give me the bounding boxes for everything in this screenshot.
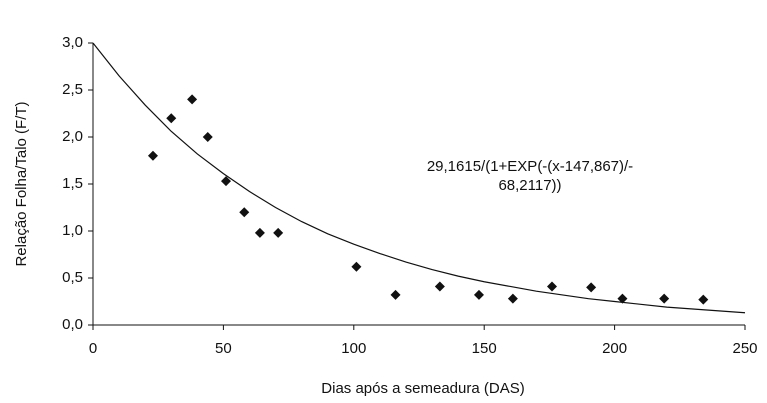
- y-tick-label: 1,0: [62, 222, 83, 239]
- annotation: 29,1615/(1+EXP(-(x-147,867)/-: [427, 158, 633, 175]
- y-axis-label: Relação Folha/Talo (F/T): [13, 101, 30, 266]
- data-point: [166, 113, 177, 124]
- data-point: [187, 94, 198, 105]
- x-tick-label: 50: [215, 340, 232, 357]
- annotation: 68,2117)): [498, 177, 561, 194]
- data-point: [221, 176, 232, 187]
- data-point: [586, 282, 597, 293]
- x-tick-label: 200: [602, 340, 627, 357]
- y-tick-label: 0,0: [62, 316, 83, 333]
- data-point: [473, 289, 484, 300]
- data-point: [147, 150, 158, 161]
- data-point: [273, 227, 284, 238]
- fit-curve: [92, 42, 746, 314]
- y-tick-label: 2,5: [62, 81, 83, 98]
- x-tick-label: 250: [732, 340, 757, 357]
- data-point: [434, 281, 445, 292]
- y-tick-label: 2,0: [62, 128, 83, 145]
- data-point: [254, 227, 265, 238]
- data-point: [390, 289, 401, 300]
- x-tick-label: 100: [341, 340, 366, 357]
- data-point: [351, 261, 362, 272]
- data-point: [659, 293, 670, 304]
- data-point: [698, 294, 709, 305]
- data-point: [507, 293, 518, 304]
- y-tick-label: 0,5: [62, 269, 83, 286]
- data-point: [617, 293, 628, 304]
- data-point: [239, 207, 250, 218]
- x-tick-label: 0: [89, 340, 97, 357]
- x-tick-label: 150: [472, 340, 497, 357]
- data-point: [202, 132, 213, 142]
- y-tick-label: 1,5: [62, 175, 83, 192]
- y-tick-label: 3,0: [62, 34, 83, 51]
- x-axis-label: Dias após a semeadura (DAS): [321, 380, 524, 397]
- data-point: [547, 281, 558, 292]
